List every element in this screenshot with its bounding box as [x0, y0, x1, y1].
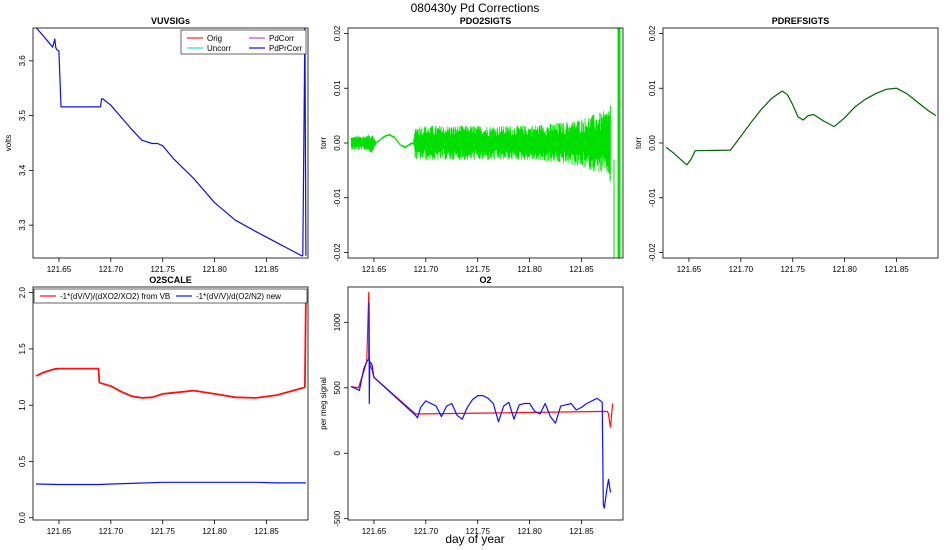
y-tick-label: 1000: [333, 313, 342, 331]
legend-entry-label: PdPrCorr: [269, 44, 303, 53]
series-group: [665, 87, 937, 166]
y-tick-label: 0.02: [648, 25, 657, 41]
series-group: [350, 28, 621, 258]
x-tick-label: 121.70: [414, 265, 439, 274]
y-tick-label: 3.5: [18, 110, 27, 122]
series-line: [36, 481, 306, 486]
chart-vuvsigs: VUVSIGs volts 121.65 121.70 121.75 121.80 121.…: [4, 16, 309, 274]
legend-entry-label: -1*(dV/V)/d(O2/N2) new: [196, 292, 281, 301]
x-tick-label: 121.80: [517, 265, 542, 274]
chart-pdo2sigts: PDO2SIGTS torr 121.65 121.70 121.75 121.80 121…: [319, 16, 624, 274]
series-group: [35, 295, 307, 486]
x-tick-label: 121.70: [99, 265, 124, 274]
chart-title: PDO2SIGTS: [460, 16, 512, 26]
y-tick-label: 0.02: [333, 25, 342, 41]
plot-frame: [347, 286, 624, 521]
x-tick-label: 121.80: [517, 527, 542, 536]
chart-o2scale: O2SCALE 121.65 121.70 121.75 121.80 121.85 0.0…: [18, 275, 309, 536]
x-tick-label: 121.75: [150, 527, 175, 536]
y-axis-label: torr: [319, 137, 328, 149]
legend-entry-label: Uncorr: [207, 44, 231, 53]
x-tick-label: 121.80: [832, 265, 857, 274]
x-tick-label: 121.65: [47, 527, 72, 536]
x-tick-label: 121.80: [202, 527, 227, 536]
x-tick-label: 121.75: [465, 265, 490, 274]
y-tick-label: 0: [333, 450, 342, 455]
y-tick-label: 0.5: [18, 455, 27, 467]
x-tick-label: 121.85: [569, 265, 594, 274]
x-tick-label: 121.70: [414, 527, 439, 536]
series-group: [350, 291, 614, 509]
charts-group: VUVSIGs volts 121.65 121.70 121.75 121.80 121.…: [4, 16, 939, 536]
x-tick-label: 121.70: [99, 527, 124, 536]
x-tick-label: 121.85: [884, 265, 909, 274]
x-tick-label: 121.75: [465, 527, 490, 536]
y-tick-label: 2.0: [18, 287, 27, 299]
y-tick-label: -0.01: [333, 188, 342, 207]
y-tick-label: 0.00: [333, 135, 342, 151]
y-tick-label: 3.3: [18, 219, 27, 231]
y-tick-label: 3.6: [18, 55, 27, 67]
y-tick-label: 3.4: [18, 164, 27, 176]
y-tick-label: 0.0: [18, 512, 27, 524]
series-line: [350, 291, 614, 428]
series-line: [35, 295, 307, 399]
series-line: [35, 28, 307, 257]
y-axis-label: torr: [634, 137, 643, 149]
legend-entry-label: PdCorr: [269, 34, 295, 43]
y-axis-label: per meg signal: [319, 377, 328, 430]
x-tick-label: 121.65: [362, 527, 387, 536]
y-tick-label: 500: [333, 381, 342, 395]
chart-title: PDREFSIGTS: [772, 16, 830, 26]
plot-frame: [662, 27, 939, 259]
chart-title: VUVSIGs: [151, 16, 190, 26]
legend-box: [180, 29, 307, 55]
x-tick-label: 121.85: [254, 527, 279, 536]
y-tick-label: 0.00: [648, 135, 657, 151]
x-tick-label: 121.65: [47, 265, 72, 274]
series-group: [35, 28, 307, 257]
y-tick-label: -0.01: [648, 188, 657, 207]
x-tick-label: 121.75: [780, 265, 805, 274]
x-tick-label: 121.75: [150, 265, 175, 274]
series-line: [665, 87, 937, 166]
x-tick-label: 121.85: [569, 527, 594, 536]
x-tick-label: 121.85: [254, 265, 279, 274]
plot-frame: [32, 27, 309, 259]
y-tick-label: -0.02: [333, 243, 342, 262]
chart-title: O2: [479, 275, 491, 285]
y-tick-label: 1.0: [18, 399, 27, 411]
legend-box: [33, 288, 308, 304]
series-line: [350, 105, 611, 183]
y-tick-label: -0.02: [648, 243, 657, 262]
x-tick-label: 121.70: [729, 265, 754, 274]
plot-frame: [32, 286, 309, 521]
x-axis-label: day of year: [445, 532, 504, 546]
y-tick-label: 0.01: [333, 80, 342, 96]
y-tick-label: 1.5: [18, 343, 27, 355]
x-tick-label: 121.65: [362, 265, 387, 274]
chart-o2: O2 per meg signal 121.65 121.70 121.75 121.80…: [319, 275, 624, 536]
x-tick-label: 121.65: [677, 265, 702, 274]
y-tick-label: 0.01: [648, 80, 657, 96]
legend-entry-label: -1*(dV/V)/(dXO2/XO2) from VB: [60, 292, 170, 301]
chart-pdrefsigts: PDREFSIGTS torr 121.65 121.70 121.75 121.80 12…: [634, 16, 939, 274]
x-tick-label: 121.80: [202, 265, 227, 274]
y-tick-label: -500: [333, 510, 342, 527]
y-axis-label: volts: [4, 135, 13, 151]
legend: -1*(dV/V)/(dXO2/XO2) from VB -1*(dV/V)/d(…: [33, 288, 308, 304]
chart-title: O2SCALE: [149, 275, 192, 285]
page-title: 080430y Pd Corrections: [411, 1, 540, 15]
legend-entry-label: Orig: [207, 34, 222, 43]
series-line: [350, 302, 612, 509]
